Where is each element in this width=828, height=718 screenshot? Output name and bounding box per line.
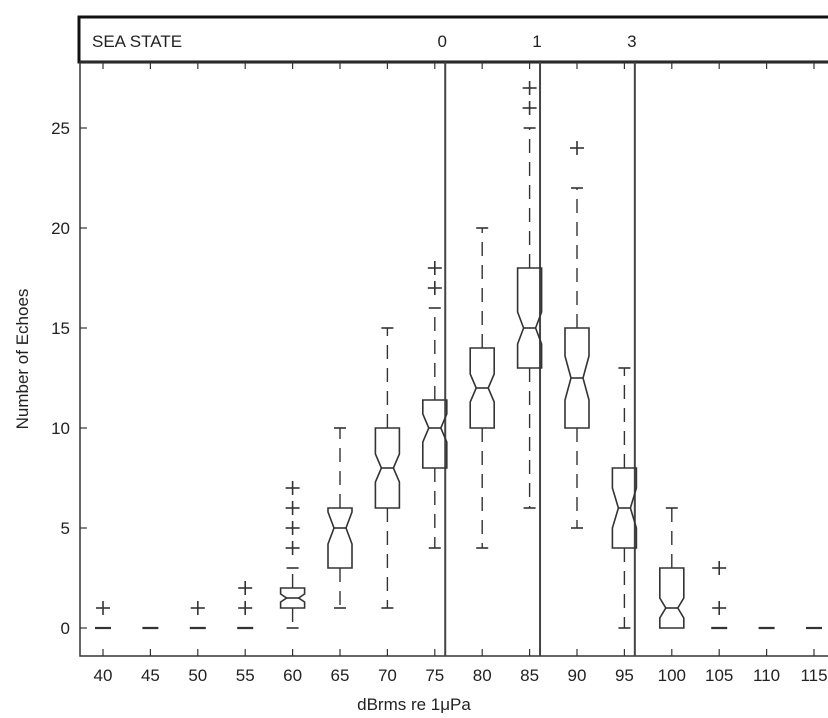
sea-state-boundaries (444, 62, 636, 656)
box-50 (189, 601, 206, 630)
outlier-marker (285, 481, 300, 495)
x-tick-label: 110 (753, 666, 780, 685)
sea-state-label: SEA STATE (92, 32, 182, 51)
y-tick-label: 20 (51, 219, 70, 238)
y-tick-label: 10 (51, 419, 70, 438)
box-body (564, 327, 590, 429)
box-60 (279, 481, 306, 629)
x-tick-label: 55 (236, 666, 255, 685)
box-90 (564, 141, 590, 529)
outlier-marker (190, 601, 205, 615)
box-body (469, 347, 495, 429)
y-tick-label: 5 (61, 519, 70, 538)
sea-state-marker: 1 (532, 32, 541, 51)
box-65 (327, 427, 353, 609)
outlier-marker (427, 261, 442, 275)
y-axis: 0 5 10 15 20 25 (51, 119, 87, 638)
x-tick-label: 65 (331, 666, 350, 685)
x-tick-label: 105 (705, 666, 733, 685)
x-tick-label: 45 (141, 666, 160, 685)
y-tick-label: 25 (51, 119, 70, 138)
sea-state-marker: 3 (627, 32, 636, 51)
outlier-marker (238, 601, 253, 615)
box-body (327, 507, 353, 569)
box-105 (711, 561, 728, 630)
box-body (516, 267, 543, 369)
outlier-marker (522, 81, 537, 95)
box-75 (422, 261, 448, 549)
x-tick-label: 85 (520, 666, 539, 685)
x-tick-label: 95 (615, 666, 634, 685)
box-85 (516, 81, 543, 509)
outlier-marker (285, 501, 300, 515)
box-40 (95, 601, 111, 630)
x-tick-label: 50 (188, 666, 207, 685)
box-body (659, 567, 685, 629)
box-body (422, 399, 448, 469)
x-tick-label: 100 (658, 666, 686, 685)
outlier-marker (285, 521, 300, 535)
box-95 (611, 367, 638, 629)
outlier-marker (570, 141, 584, 155)
y-axis-title: Number of Echoes (13, 289, 32, 430)
outlier-marker (285, 541, 300, 555)
outlier-marker (712, 601, 727, 615)
outlier-marker (427, 281, 442, 295)
x-tick-label: 70 (378, 666, 397, 685)
box-100 (659, 507, 685, 629)
plot-frame (79, 61, 828, 657)
x-tick-label: 115 (800, 666, 827, 685)
outlier-marker (522, 101, 537, 115)
sea-state-bar (77, 15, 828, 64)
x-tick-label: 90 (568, 666, 587, 685)
box-80 (469, 227, 495, 549)
sea-state-marker: 0 (437, 32, 446, 51)
y-tick-label: 15 (51, 319, 70, 338)
box-55 (237, 581, 254, 630)
outlier-marker (712, 561, 727, 575)
x-tick-label: 60 (283, 666, 302, 685)
outlier-marker (96, 601, 110, 615)
y-tick-label: 0 (61, 619, 70, 638)
x-axis-title: dBrms re 1μPa (357, 695, 471, 714)
box-body (279, 587, 306, 609)
boxes (95, 81, 822, 630)
x-axis: 40 45 50 55 60 65 70 75 80 85 90 95 100 105 110 115 (94, 62, 828, 685)
sea-state-markers: 0 1 3 (437, 32, 636, 51)
x-tick-label: 75 (425, 666, 444, 685)
x-tick-label: 80 (473, 666, 492, 685)
box-body (611, 467, 638, 549)
box-70 (374, 327, 401, 609)
box-body (374, 427, 401, 509)
x-tick-label: 40 (94, 666, 113, 685)
outlier-marker (238, 581, 253, 595)
